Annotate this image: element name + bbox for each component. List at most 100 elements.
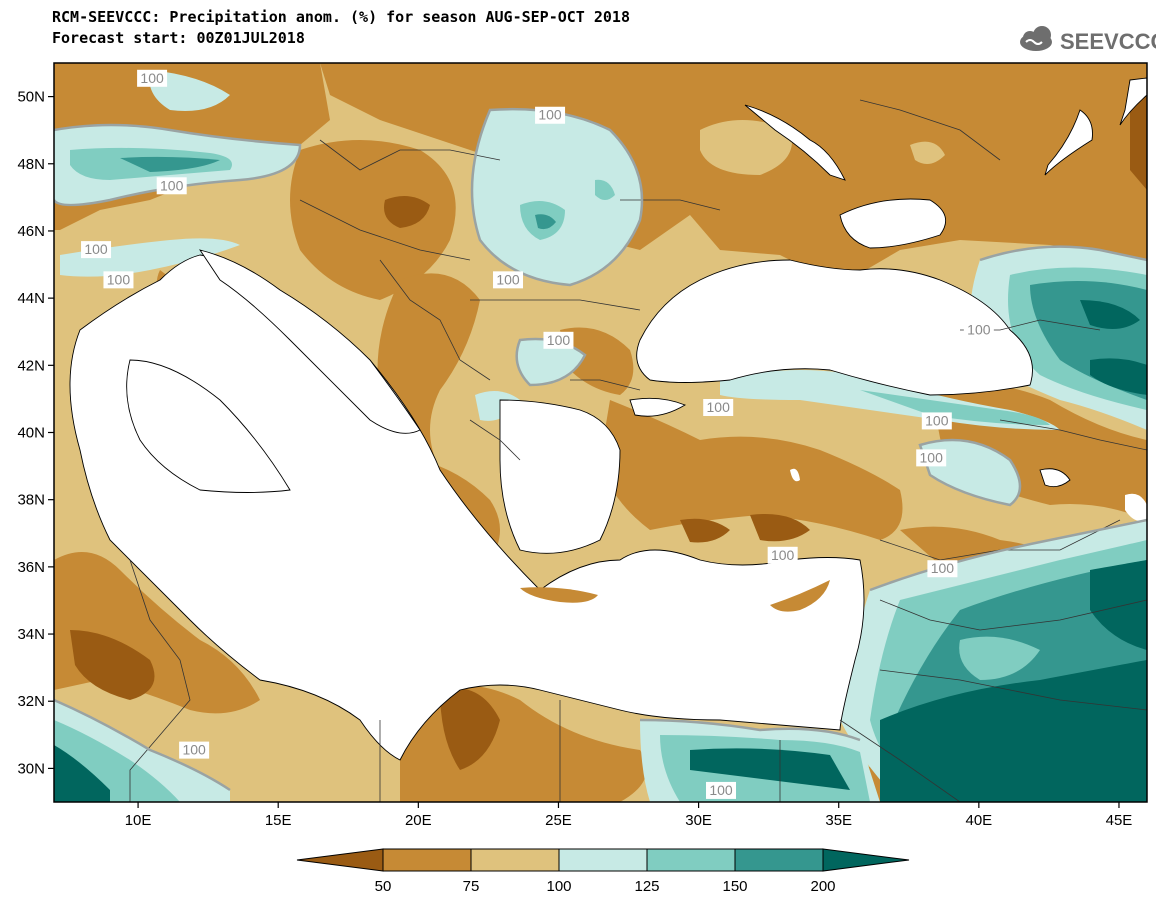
colorbar-label: 75 [463,878,480,895]
lon-tick-label: 15E [265,812,292,829]
colorbar-swatch [734,848,824,872]
contour-label-bg [493,271,524,289]
map-title: RCM-SEEVCCC: Precipitation anom. (%) for… [52,8,630,26]
lat-tick-label: 48N [17,156,45,173]
contour-label-bg [543,331,574,349]
field-150-200-alps [120,156,220,172]
contour-label: 100 [547,332,571,348]
field-lt50-ukraine-east [1130,90,1147,190]
contour-label-bg [927,560,958,578]
contour-label: 100 [931,560,955,576]
adriatic-sea [198,249,421,434]
contour-label-bg [921,412,952,430]
contour-label-bg [703,398,734,416]
field-gt200-iraq [1090,560,1147,650]
colorbar-swatch [470,848,560,872]
contour-label: 100 [84,241,108,257]
lat-tick-label: 32N [17,693,45,710]
cloud-icon [1020,26,1052,51]
contour-label-bg [706,781,737,799]
contour-label: 100 [707,399,731,415]
contour-label: 100 [496,271,520,287]
dnieper-reservoir [744,104,846,181]
sea-of-marmara [629,397,687,417]
contour-label-bg [179,741,210,759]
map-field: 100 100 100 100 100 100 100 100 100 100 100 100 100 1… [54,63,1147,802]
colorbar-swatch [558,848,648,872]
field-50-75-pannonian [290,140,456,300]
colorbar: 50 75 100 125 150 200 [296,848,910,895]
lat-tick-label: 40N [17,425,45,442]
field-125-150-syria-patch [959,636,1040,680]
colorbar-swatch [646,848,736,872]
aegean-sea [499,399,621,554]
colorbar-swatch-low [296,848,384,872]
contour-label-bg [916,449,947,467]
field-gt200-caucasus2 [1090,358,1147,395]
contour-label: 100 [160,177,184,193]
colorbar-label: 150 [722,878,747,895]
lat-tick-label: 30N [17,760,45,777]
contour-100-lines [54,107,1147,792]
crete [520,587,598,603]
contour-label: 100 [140,70,164,86]
colorbar-swatch [382,848,472,872]
contour-labels: 100 100 100 100 100 100 100 100 100 100 100 100 100 1… [81,69,994,799]
logo-text: SEEVCCC [1060,29,1156,54]
field-lt50-turkey-south [680,518,730,543]
lon-tick-label: 30E [685,812,712,829]
longitude-axis: 10E 15E 20E 25E 30E 35E 40E 45E [125,802,1133,829]
contour-label-bg [535,106,566,124]
lon-tick-label: 25E [545,812,572,829]
contour-label-bg [81,241,112,259]
contour-label: 100 [967,322,991,338]
contour-label-bg [767,546,798,564]
field-50-75-bulgaria [560,327,634,395]
field-lt50-hungary [384,196,430,228]
contour-label: 100 [709,782,733,798]
lon-tick-label: 20E [405,812,432,829]
contour-label-bg [103,271,134,289]
sea-of-azov [839,198,947,249]
lat-tick-label: 38N [17,492,45,509]
field-100-125-alps-south [60,238,240,277]
lat-tick-label: 44N [17,290,45,307]
field-100-125-north-tip [149,70,230,111]
field-75-100-ukraine-patch [700,120,792,175]
field-100-125-carpathian [472,109,642,286]
lon-tick-label: 35E [825,812,852,829]
colorbar-label: 200 [810,878,835,895]
colorbar-label: 50 [375,878,392,895]
lat-tick-label: 34N [17,626,45,643]
lat-tick-label: 46N [17,223,45,240]
field-lt50-tunisia [70,630,155,700]
field-lt50-turkey-south2 [750,514,810,542]
colorbar-label: 125 [634,878,659,895]
mediterranean-sea [69,254,865,761]
contour-label-bg [137,69,168,87]
seevccc-logo: SEEVCCC [1020,26,1156,54]
field-150-200-carpathian [535,214,556,230]
field-lt50-libya [440,688,500,770]
field-gt200-arabia [880,660,1147,802]
field-125-150-bs-coast [860,390,1050,425]
field-gt200-algeria [54,745,110,802]
field-gt200-caucasus [1080,300,1140,329]
contour-label: 100 [182,742,206,758]
lon-tick-label: 40E [965,812,992,829]
cyprus [770,580,830,612]
lat-tick-label: 50N [17,89,45,106]
lon-tick-label: 10E [125,812,152,829]
forecast-start-label: Forecast start: 00Z01JUL2018 [52,29,305,47]
latitude-axis: 30N 32N 34N 36N 38N 40N 42N 44N 46N 48N 50N [17,89,54,777]
lake-tuz [790,468,800,482]
field-125-150-carpathian2 [595,179,615,200]
reservoir [1039,468,1071,488]
field-gt200-egypt [690,748,850,790]
field-50-75-turkey-west [600,400,903,540]
lon-tick-label: 45E [1106,812,1133,829]
contour-label: 100 [925,412,949,428]
reservoir-2 [1044,109,1093,176]
lat-tick-label: 36N [17,559,45,576]
